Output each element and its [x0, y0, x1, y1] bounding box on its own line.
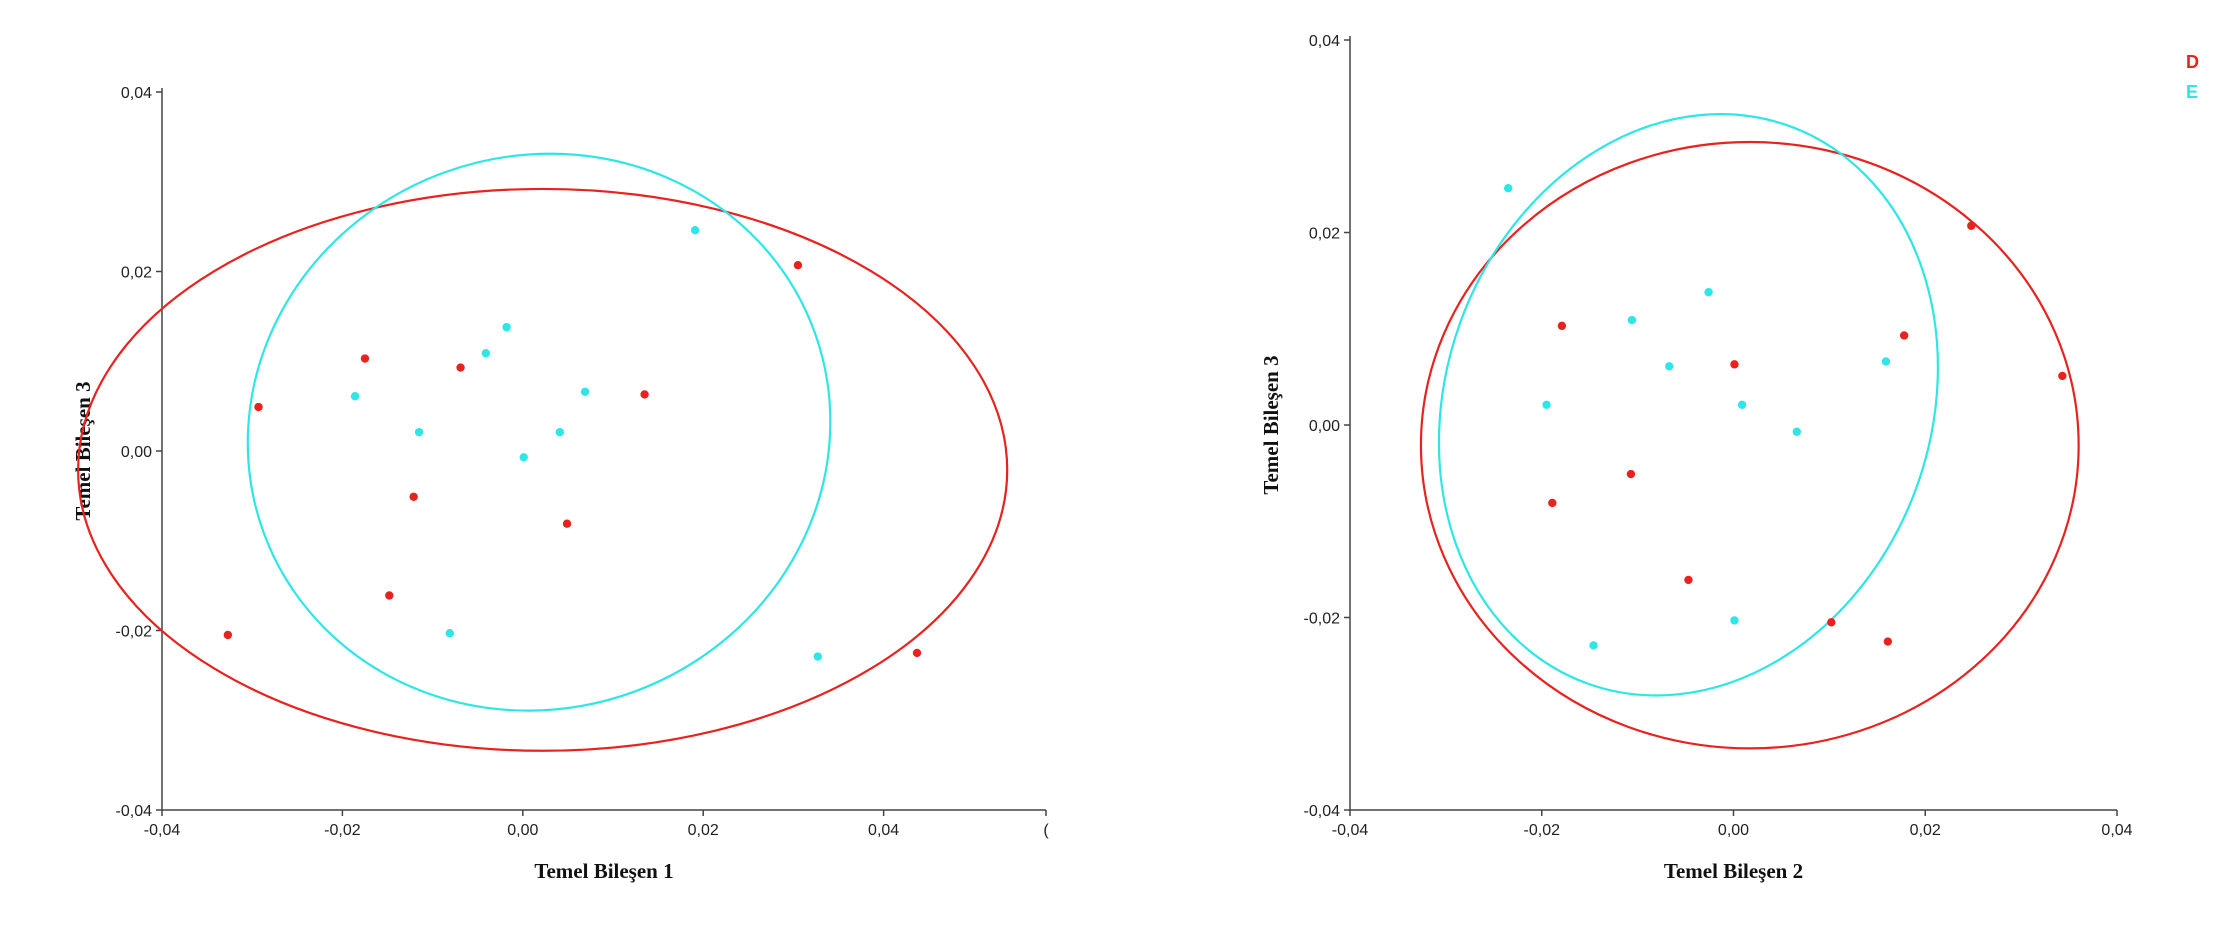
data-point-e	[1589, 641, 1598, 650]
data-point-e	[1792, 427, 1801, 436]
y-tick-label: -0,02	[116, 624, 153, 641]
scatter-chart-right: -0,04 -0,02 0,00 0,02 0,04 -0,04 -0,02 0,00 0,02…	[1259, 33, 2133, 883]
legend-item-e: E	[2186, 82, 2198, 102]
ellipse-e	[1437, 113, 1940, 697]
ellipse-d	[1419, 140, 2080, 750]
x-tick-label: (	[1043, 822, 1049, 839]
y-tick-label: -0,04	[1304, 803, 1341, 820]
series-e	[350, 226, 822, 661]
data-point-e	[1503, 184, 1513, 193]
data-point-e	[445, 628, 454, 638]
data-point-d	[385, 591, 394, 600]
data-point-e	[813, 652, 822, 661]
confidence-ellipses	[1419, 113, 2080, 750]
data-point-e	[502, 322, 511, 332]
data-point-d	[562, 519, 572, 528]
data-point-d	[1557, 321, 1567, 331]
legend-item-d: D	[2186, 52, 2199, 72]
data-point-d	[1899, 331, 1909, 340]
data-point-d	[360, 354, 370, 363]
data-point-d	[640, 390, 649, 399]
y-tick-label: 0,00	[121, 444, 152, 461]
data-point-d	[1883, 637, 1893, 646]
data-point-d	[1684, 575, 1693, 585]
x-tick-label: 0,04	[2101, 822, 2132, 839]
data-point-d	[1626, 469, 1636, 479]
data-point-e	[1737, 400, 1747, 409]
y-tick-label: 0,00	[1309, 418, 1340, 435]
data-point-d	[793, 261, 803, 270]
series-d	[1548, 221, 2067, 646]
y-tick-label: 0,04	[1309, 33, 1340, 50]
x-tick-label: -0,02	[324, 822, 361, 839]
data-point-e	[1704, 287, 1713, 297]
x-tick-label: -0,04	[1332, 822, 1369, 839]
x-tick-label: 0,02	[1910, 822, 1941, 839]
data-point-e	[1881, 357, 1891, 366]
x-axis-title: Temel Bileşen 2	[1664, 859, 1803, 883]
data-point-e	[1627, 315, 1637, 325]
ellipse-e	[246, 152, 832, 712]
data-point-d	[409, 492, 418, 501]
data-point-d	[912, 648, 922, 658]
data-point-e	[414, 427, 424, 437]
data-point-e	[690, 226, 700, 235]
data-point-e	[350, 392, 360, 401]
series-e	[1503, 184, 1891, 650]
data-point-e	[519, 453, 528, 462]
series-d	[223, 261, 922, 658]
data-point-e	[555, 427, 564, 437]
y-tick-label: -0,02	[1304, 611, 1341, 628]
data-point-e	[580, 387, 590, 396]
data-point-d	[223, 630, 233, 640]
data-point-d	[1548, 498, 1557, 508]
scatter-chart-left: -0,04 -0,02 0,00 0,02 0,04 -0,04 -0,02 0,00 0,02…	[71, 85, 1049, 883]
x-tick-label: 0,00	[1718, 822, 1749, 839]
data-point-d	[1967, 221, 1976, 230]
legend: DE	[2186, 52, 2199, 102]
confidence-ellipses	[77, 152, 1009, 752]
ellipse-d	[77, 187, 1009, 752]
data-point-e	[1542, 400, 1551, 409]
y-tick-label: -0,04	[116, 803, 153, 820]
x-tick-label: 0,02	[688, 822, 719, 839]
x-tick-label: -0,04	[144, 822, 181, 839]
x-tick-label: 0,04	[868, 822, 899, 839]
data-point-e	[1730, 616, 1739, 625]
data-point-d	[1827, 618, 1836, 627]
y-tick-label: 0,04	[121, 85, 152, 102]
data-point-d	[254, 402, 263, 412]
data-point-e	[481, 348, 491, 358]
y-tick-label: 0,02	[121, 265, 152, 282]
data-point-d	[1730, 360, 1739, 369]
data-point-d	[456, 363, 465, 372]
data-point-d	[2058, 371, 2067, 381]
data-point-e	[1665, 362, 1674, 371]
x-axis-title: Temel Bileşen 1	[534, 859, 673, 883]
y-axis-title: Temel Bileşen 3	[1259, 355, 1283, 494]
x-tick-label: -0,02	[1524, 822, 1561, 839]
y-tick-label: 0,02	[1309, 226, 1340, 243]
x-tick-label: 0,00	[507, 822, 538, 839]
